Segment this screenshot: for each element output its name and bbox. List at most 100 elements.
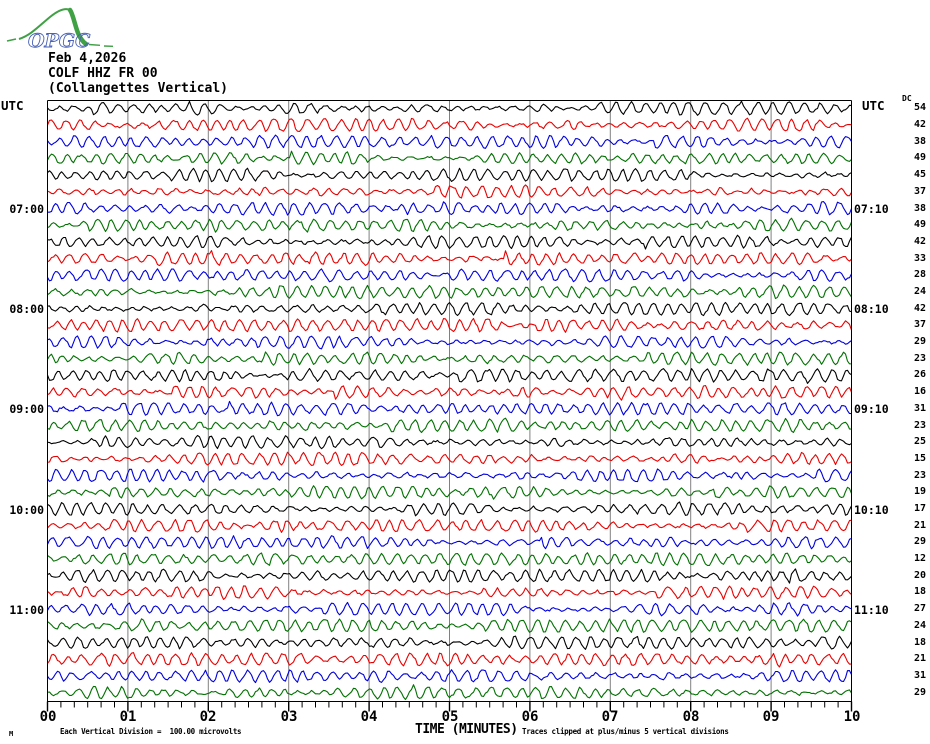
scale-note: Each Vertical Division = 100.00 microvol… [60, 727, 242, 736]
dc-value: 18 [913, 586, 926, 597]
seismic-trace-0810 [48, 317, 851, 333]
dc-value: 21 [913, 520, 926, 531]
seismic-trace-0830 [48, 351, 851, 366]
seismic-trace-0620 [48, 134, 851, 149]
seismic-trace-1120 [48, 635, 851, 650]
minute-tick-label: 03 [280, 709, 298, 725]
seismic-trace-0940 [48, 468, 851, 483]
seismic-trace-1000 [48, 501, 851, 517]
minute-tick-label: 04 [360, 709, 378, 725]
seismic-trace-0720 [48, 234, 851, 250]
seismic-trace-1110 [48, 618, 851, 633]
dc-value: 42 [913, 119, 926, 130]
seismic-trace-1020 [48, 535, 851, 550]
seismic-trace-0700 [48, 201, 851, 216]
minute-tick-label: 02 [199, 709, 217, 725]
dc-value: 49 [913, 152, 926, 163]
dc-value: 17 [913, 503, 926, 514]
seismic-trace-0850 [48, 384, 851, 401]
logo-mountain-curve [18, 8, 71, 40]
seismic-trace-0910 [48, 417, 851, 434]
seismic-trace-0600 [48, 100, 851, 116]
hour-label-left: 11:00 [9, 603, 44, 617]
seismic-trace-1010 [48, 518, 851, 533]
seismic-trace-0900 [48, 400, 851, 417]
dc-value: 23 [913, 353, 926, 364]
dc-value: 20 [913, 570, 926, 581]
header-station: COLF HHZ FR 00 [48, 66, 158, 81]
header-channel-description: (Collangettes Vertical) [48, 81, 229, 96]
minute-tick-label: 08 [682, 709, 700, 725]
logo-mountain-slope [67, 7, 89, 47]
dc-value: 29 [913, 336, 926, 347]
seismic-trace-0840 [48, 367, 851, 384]
seismic-trace-0710 [48, 217, 851, 233]
seismic-trace-1130 [48, 652, 851, 668]
seismic-trace-0800 [48, 301, 851, 317]
seismic-trace-1030 [48, 552, 851, 567]
dc-value: 25 [913, 436, 926, 447]
seismic-trace-0930 [48, 451, 851, 466]
logo-left-dash [6, 38, 17, 42]
seismic-trace-0630 [48, 150, 851, 166]
dc-value: 29 [913, 687, 926, 698]
seismic-trace-1150 [48, 684, 851, 701]
hour-label-right: 09:10 [854, 402, 889, 416]
minute-tick-label: 05 [441, 709, 459, 725]
hour-label-right: 08:10 [854, 302, 889, 316]
seismic-trace-0740 [48, 268, 851, 283]
dc-value: 24 [913, 286, 926, 297]
dc-value: 26 [913, 369, 926, 380]
seismic-trace-0820 [48, 335, 851, 350]
hour-label-right: 07:10 [854, 202, 889, 216]
dc-value: 16 [913, 386, 926, 397]
minute-tick-label: 10 [843, 709, 861, 725]
trace-group [48, 100, 851, 701]
dc-value: 23 [913, 470, 926, 481]
hour-label-left: 07:00 [9, 202, 44, 216]
minute-tick-label: 00 [39, 709, 57, 725]
header-date: Feb 4,2026 [48, 51, 127, 66]
utc-header-right: UTC [862, 98, 885, 113]
logo-text: OPGC [28, 30, 90, 52]
seismic-trace-0640 [48, 167, 851, 183]
dc-value: 24 [913, 620, 926, 631]
dc-value: 29 [913, 536, 926, 547]
dc-value: 28 [913, 269, 926, 280]
dc-column-header: DC [902, 94, 912, 103]
dc-value: 31 [913, 403, 926, 414]
minute-tick-label: 07 [601, 709, 619, 725]
seismic-trace-0750 [48, 284, 851, 300]
dc-value: 27 [913, 603, 926, 614]
dc-value: 49 [913, 219, 926, 230]
minute-tick-label: 01 [119, 709, 137, 725]
seismic-trace-1140 [48, 669, 851, 684]
seismic-trace-0610 [48, 117, 851, 133]
hour-label-left: 08:00 [9, 302, 44, 316]
dc-value: 23 [913, 420, 926, 431]
seismic-trace-1040 [48, 568, 851, 584]
utc-header-left: UTC [1, 98, 24, 113]
seismic-trace-1050 [48, 585, 851, 600]
opgc-logo: OPGC [6, 7, 114, 52]
dc-value: 37 [913, 319, 926, 330]
dc-value: 21 [913, 653, 926, 664]
dc-value: 38 [913, 136, 926, 147]
dc-value: 33 [913, 253, 926, 264]
seismic-trace-1100 [48, 601, 851, 617]
minute-tick-label: 09 [762, 709, 780, 725]
dc-value: 42 [913, 236, 926, 247]
seismic-trace-0950 [48, 485, 851, 500]
footer-marker: M [9, 730, 14, 738]
minute-tick-label: 06 [521, 709, 539, 725]
dc-value: 12 [913, 553, 926, 564]
dc-value: 38 [913, 203, 926, 214]
dc-value: 54 [913, 102, 926, 113]
dc-value: 18 [913, 637, 926, 648]
clip-note: Traces clipped at plus/minus 5 vertical … [522, 727, 729, 736]
dc-value: 37 [913, 186, 926, 197]
hour-label-left: 09:00 [9, 402, 44, 416]
dc-value: 19 [913, 486, 926, 497]
